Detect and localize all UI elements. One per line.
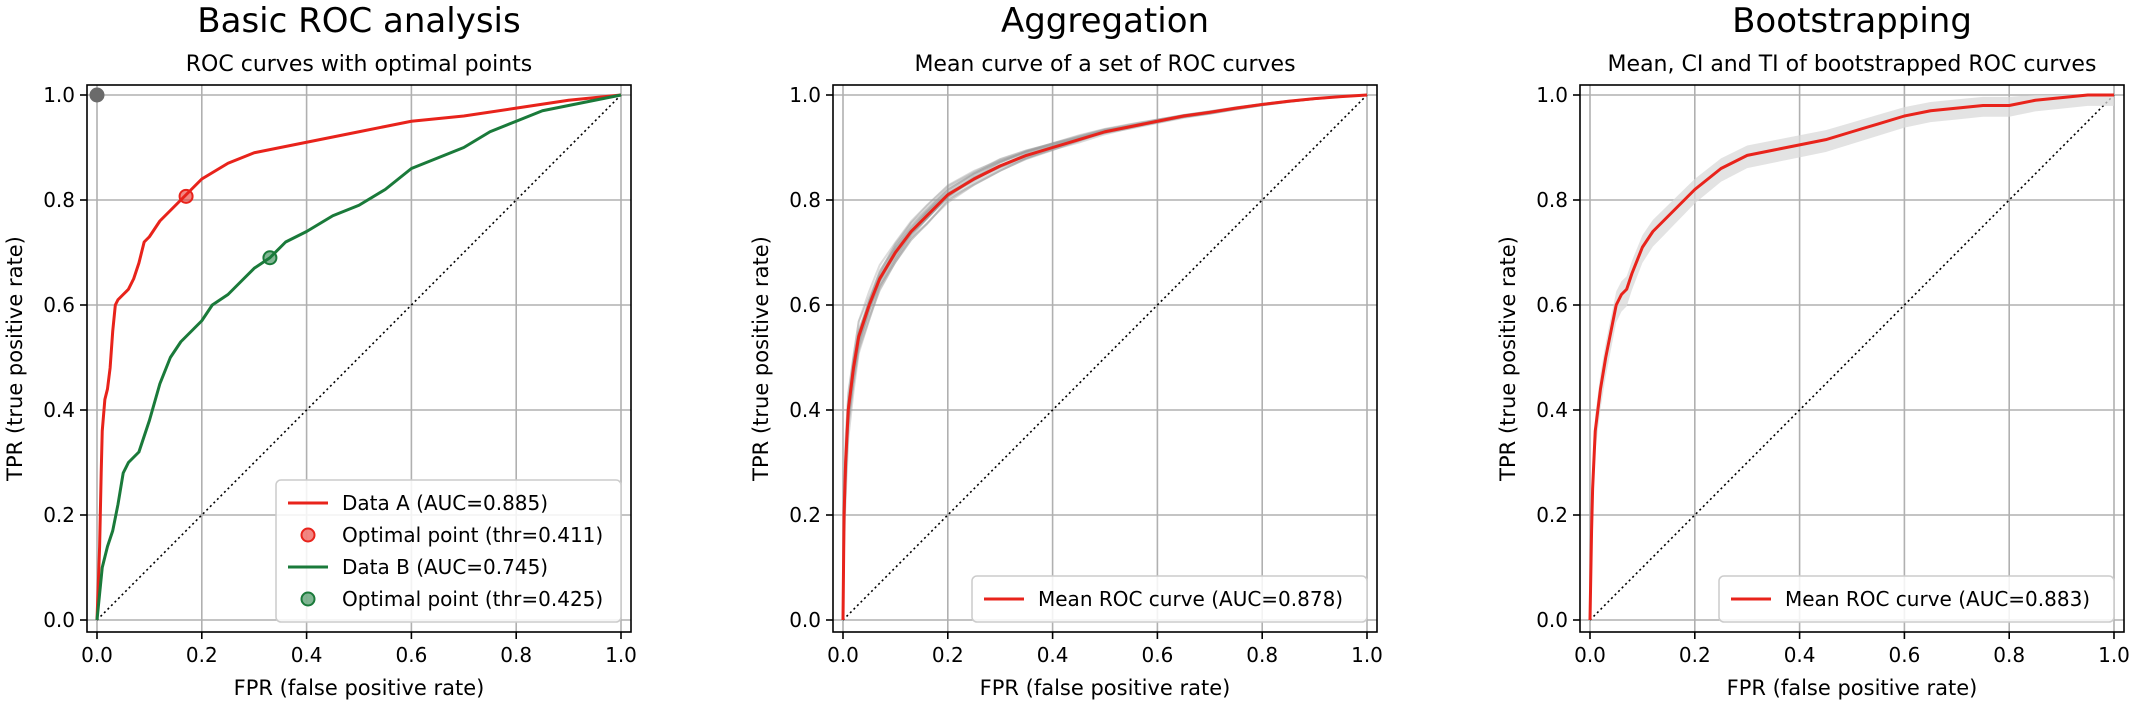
chance-diagonal (96, 94, 622, 621)
optimal-point-marker (262, 250, 278, 266)
y-axis-label: TPR (true positive rate) (3, 236, 27, 482)
legend-entry-label: Data A (AUC=0.885) (342, 491, 548, 515)
y-tick-label: 0.0 (43, 608, 75, 632)
x-tick-label: 0.8 (1993, 643, 2025, 667)
perfect-classifier-marker (89, 87, 105, 103)
x-tick-label: 0.2 (186, 643, 218, 667)
roc-curve-data-b (95, 93, 622, 621)
y-tick-label: 0.0 (789, 608, 821, 632)
x-tick-label: 0.6 (1141, 643, 1173, 667)
y-tick-label: 1.0 (43, 83, 75, 107)
chart-title: Mean, CI and TI of bootstrapped ROC curv… (1608, 52, 2097, 77)
x-tick-label: 1.0 (605, 643, 637, 667)
legend-box (971, 575, 1368, 623)
y-tick-label: 0.4 (43, 398, 75, 422)
chart-panel-2: Aggregation Mean curve of a set of ROC cu… (749, 1, 1383, 700)
chart-title: Mean curve of a set of ROC curves (914, 52, 1295, 77)
panel-suptitle: Bootstrapping (1732, 1, 1972, 41)
y-tick-label: 1.0 (1536, 83, 1568, 107)
chart-panel-1: Basic ROC analysis ROC curves with optima… (3, 1, 637, 700)
legend: Mean ROC curve (AUC=0.883) (1718, 575, 2115, 623)
roc-curve-mean-roc-curve (1588, 93, 2114, 621)
legend-entry-label: Optimal point (thr=0.425) (342, 587, 603, 611)
x-tick-label: 0.0 (1574, 643, 1606, 667)
legend-box (275, 479, 622, 623)
legend-entry-label: Optimal point (thr=0.411) (342, 523, 603, 547)
x-tick-label: 0.6 (1888, 643, 1920, 667)
legend-entry-label: Mean ROC curve (AUC=0.883) (1785, 587, 2090, 611)
legend-marker-swatch (300, 527, 316, 543)
legend-marker-swatch (300, 591, 316, 607)
x-axis-label: FPR (false positive rate) (980, 676, 1231, 700)
x-tick-label: 0.0 (827, 643, 859, 667)
y-tick-label: 0.2 (789, 503, 821, 527)
y-tick-label: 0.8 (43, 188, 75, 212)
chart-panel-3: Bootstrapping Mean, CI and TI of bootstra… (1496, 1, 2130, 700)
x-tick-label: 1.0 (2098, 643, 2130, 667)
chart-title: ROC curves with optimal points (186, 52, 532, 77)
y-tick-label: 0.2 (1536, 503, 1568, 527)
panel-suptitle: Basic ROC analysis (197, 1, 520, 41)
optimal-point-marker (178, 188, 194, 204)
x-axis-label: FPR (false positive rate) (1727, 676, 1978, 700)
y-axis-label: TPR (true positive rate) (749, 236, 773, 482)
x-tick-label: 0.4 (291, 643, 323, 667)
y-tick-label: 0.4 (1536, 398, 1568, 422)
x-tick-label: 0.0 (81, 643, 113, 667)
legend: Data A (AUC=0.885) Optimal point (thr=0.4… (275, 479, 622, 623)
x-axis-label: FPR (false positive rate) (234, 676, 485, 700)
x-tick-label: 0.2 (1679, 643, 1711, 667)
x-tick-label: 0.4 (1784, 643, 1816, 667)
plot-frame (86, 84, 632, 633)
chance-diagonal (842, 94, 1368, 621)
y-tick-label: 0.6 (789, 293, 821, 317)
plot-frame (832, 84, 1378, 633)
y-tick-label: 0.8 (789, 188, 821, 212)
roc-curve-mean-roc-curve (841, 93, 1368, 621)
legend-box (1718, 575, 2115, 623)
legend-entry-label: Data B (AUC=0.745) (342, 555, 548, 579)
chance-diagonal (1589, 94, 2115, 621)
x-tick-label: 0.2 (932, 643, 964, 667)
legend-entry-label: Mean ROC curve (AUC=0.878) (1038, 587, 1343, 611)
panel-suptitle: Aggregation (1001, 1, 1209, 41)
y-tick-label: 0.2 (43, 503, 75, 527)
plot-frame (1579, 84, 2125, 633)
y-axis-label: TPR (true positive rate) (1496, 236, 1520, 482)
x-tick-label: 0.8 (1246, 643, 1278, 667)
x-tick-label: 0.8 (500, 643, 532, 667)
x-tick-label: 0.6 (395, 643, 427, 667)
y-tick-label: 0.4 (789, 398, 821, 422)
y-tick-label: 0.8 (1536, 188, 1568, 212)
x-tick-label: 0.4 (1037, 643, 1069, 667)
y-tick-label: 0.6 (43, 293, 75, 317)
x-tick-label: 1.0 (1351, 643, 1383, 667)
roc-curve-data-a (95, 93, 622, 621)
y-tick-label: 0.0 (1536, 608, 1568, 632)
y-tick-label: 1.0 (789, 83, 821, 107)
legend: Mean ROC curve (AUC=0.878) (971, 575, 1368, 623)
y-tick-label: 0.6 (1536, 293, 1568, 317)
